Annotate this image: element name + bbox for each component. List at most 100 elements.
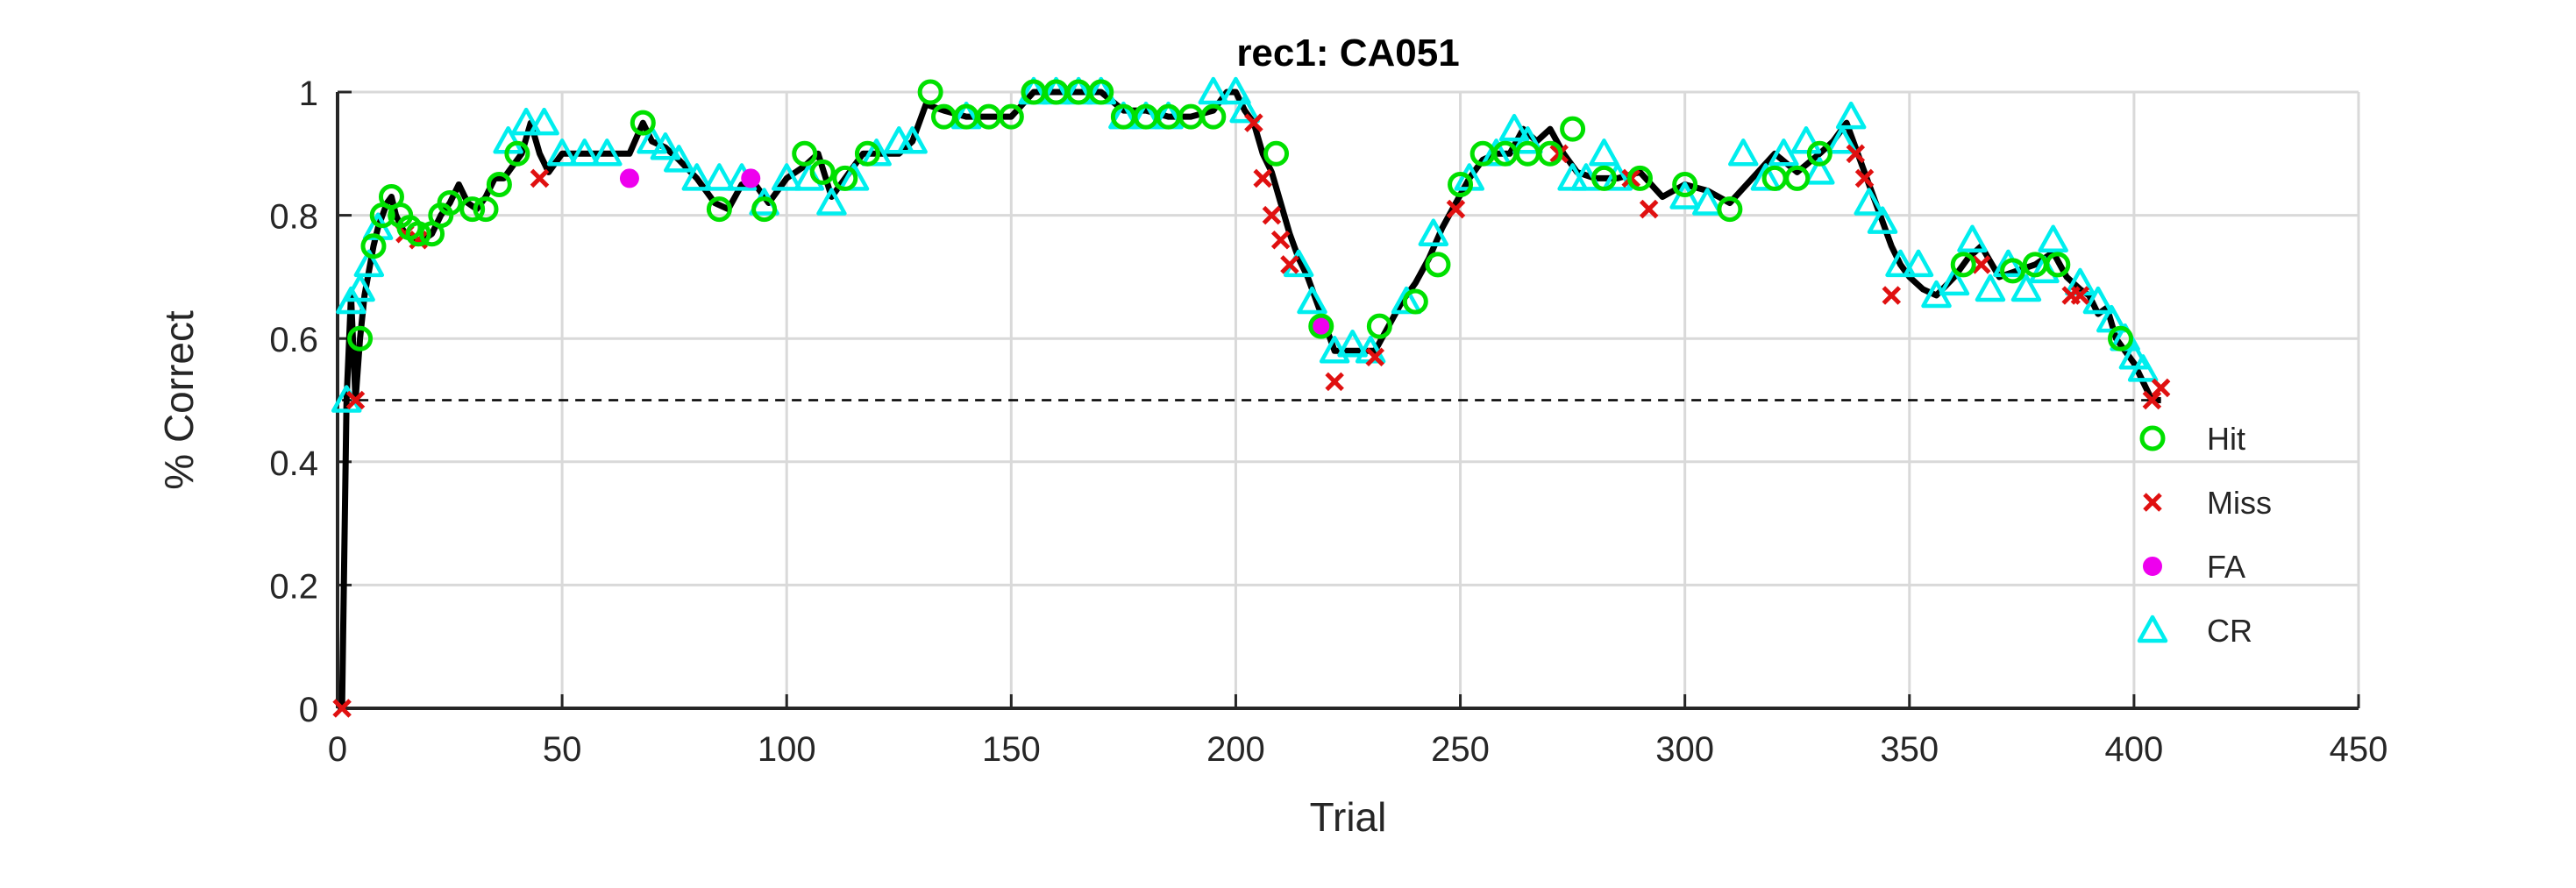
hit-marker bbox=[1448, 171, 1474, 197]
miss-marker bbox=[1262, 205, 1282, 225]
x-tick-label: 250 bbox=[1431, 730, 1490, 769]
x-tick-label: 0 bbox=[328, 730, 347, 769]
legend-item-cr: CR bbox=[2137, 613, 2252, 649]
miss-marker bbox=[1244, 113, 1263, 132]
hit-marker bbox=[473, 196, 499, 223]
cr-marker bbox=[345, 274, 375, 302]
cr-marker bbox=[1750, 163, 1782, 191]
hit-marker bbox=[1402, 288, 1428, 315]
cr-marker bbox=[1885, 249, 1916, 278]
hit-marker bbox=[347, 325, 374, 352]
hit-marker bbox=[2000, 258, 2026, 284]
cr-marker bbox=[1835, 101, 1867, 130]
miss-stroke bbox=[1971, 255, 1991, 274]
cr-marker bbox=[529, 107, 559, 136]
cr-marker bbox=[1728, 139, 1759, 167]
hit-marker bbox=[2045, 252, 2071, 278]
legend-fa-marker bbox=[2143, 557, 2162, 576]
cr-marker bbox=[2038, 224, 2068, 252]
cr-marker bbox=[1512, 125, 1543, 154]
cr-marker bbox=[884, 125, 914, 154]
miss-marker bbox=[1325, 372, 1344, 392]
trial-markers bbox=[331, 76, 2171, 718]
cr-marker bbox=[546, 139, 578, 167]
miss-stroke bbox=[2142, 390, 2162, 410]
x-tick-label: 100 bbox=[758, 730, 816, 769]
miss-stroke bbox=[1244, 113, 1263, 132]
hit-marker bbox=[1672, 171, 1698, 197]
cr-marker bbox=[1498, 113, 1530, 142]
hit-marker bbox=[854, 140, 880, 167]
cr-marker bbox=[664, 145, 694, 173]
cr-marker bbox=[1198, 76, 1229, 105]
hit-marker bbox=[437, 190, 463, 217]
miss-stroke bbox=[1846, 144, 1866, 164]
legend-cr-marker bbox=[2137, 614, 2168, 643]
hit-marker bbox=[1088, 79, 1114, 105]
y-tick-label: 0.8 bbox=[269, 198, 318, 237]
hit-marker bbox=[405, 221, 431, 247]
miss-stroke bbox=[1365, 347, 1385, 367]
cr-marker bbox=[569, 139, 600, 167]
cr-marker bbox=[1854, 188, 1884, 216]
hit-marker bbox=[630, 110, 656, 136]
cr-marker bbox=[1602, 163, 1633, 191]
hit-marker bbox=[1560, 116, 1586, 142]
legend-label: Miss bbox=[2207, 485, 2272, 521]
cr-marker bbox=[1993, 249, 2024, 278]
hit-marker bbox=[809, 159, 836, 185]
y-tick-label: 0 bbox=[299, 691, 318, 729]
series-miss bbox=[332, 113, 2171, 718]
miss-stroke bbox=[345, 390, 366, 410]
cr-marker bbox=[1669, 181, 1700, 210]
x-tick-label: 450 bbox=[2330, 730, 2388, 769]
miss-stroke bbox=[1253, 168, 1272, 188]
hit-marker bbox=[1308, 313, 1334, 339]
cr-marker bbox=[771, 163, 802, 191]
hit-marker bbox=[1537, 140, 1563, 167]
miss-marker bbox=[2151, 378, 2171, 398]
y-tick-label: 0.4 bbox=[269, 444, 318, 483]
cr-marker bbox=[1297, 286, 1327, 315]
cr-marker bbox=[1418, 218, 1449, 246]
legend-item-miss: Miss bbox=[2143, 485, 2272, 521]
hit-marker bbox=[486, 171, 512, 197]
cr-marker bbox=[897, 125, 928, 154]
cr-marker bbox=[1692, 188, 1723, 216]
miss-marker bbox=[1971, 255, 1991, 274]
miss-stroke bbox=[2070, 286, 2090, 305]
legend-label: FA bbox=[2207, 549, 2245, 585]
miss-marker bbox=[1270, 230, 1291, 250]
hit-marker bbox=[1950, 252, 1976, 278]
y-tick-label: 0.2 bbox=[269, 567, 318, 606]
x-tick-label: 50 bbox=[543, 730, 582, 769]
cr-marker bbox=[510, 107, 542, 136]
legend-hit-marker bbox=[2139, 425, 2166, 451]
miss-marker bbox=[1253, 168, 1272, 188]
y-tick-label: 1 bbox=[299, 75, 318, 113]
cr-marker bbox=[650, 132, 681, 160]
miss-stroke bbox=[2151, 378, 2171, 398]
miss-stroke bbox=[1446, 199, 1466, 219]
cr-marker bbox=[704, 163, 735, 191]
x-tick-label: 400 bbox=[2105, 730, 2164, 769]
miss-marker bbox=[1846, 144, 1866, 164]
miss-marker bbox=[1854, 168, 1875, 188]
legend-item-hit: Hit bbox=[2139, 421, 2245, 457]
miss-stroke bbox=[1639, 199, 1659, 219]
hit-marker bbox=[1626, 165, 1653, 191]
legend-label: Hit bbox=[2207, 421, 2245, 457]
chart-title: rec1: CA051 bbox=[1236, 32, 1459, 75]
hit-marker bbox=[1717, 196, 1743, 223]
legend-miss-marker bbox=[2143, 493, 2162, 512]
hit-marker bbox=[998, 103, 1024, 130]
hit-marker bbox=[2108, 325, 2134, 352]
cr-marker bbox=[2010, 274, 2042, 302]
y-tick-label: 0.6 bbox=[269, 321, 318, 359]
tick-labels: 0 50 100 150 200 250 300 350 400 450 0 0.2 0.4 0.6 0.8… bbox=[269, 75, 2387, 769]
series-fa bbox=[619, 168, 1331, 337]
miss-marker bbox=[332, 699, 352, 718]
x-tick-label: 200 bbox=[1206, 730, 1265, 769]
miss-marker bbox=[345, 390, 366, 410]
